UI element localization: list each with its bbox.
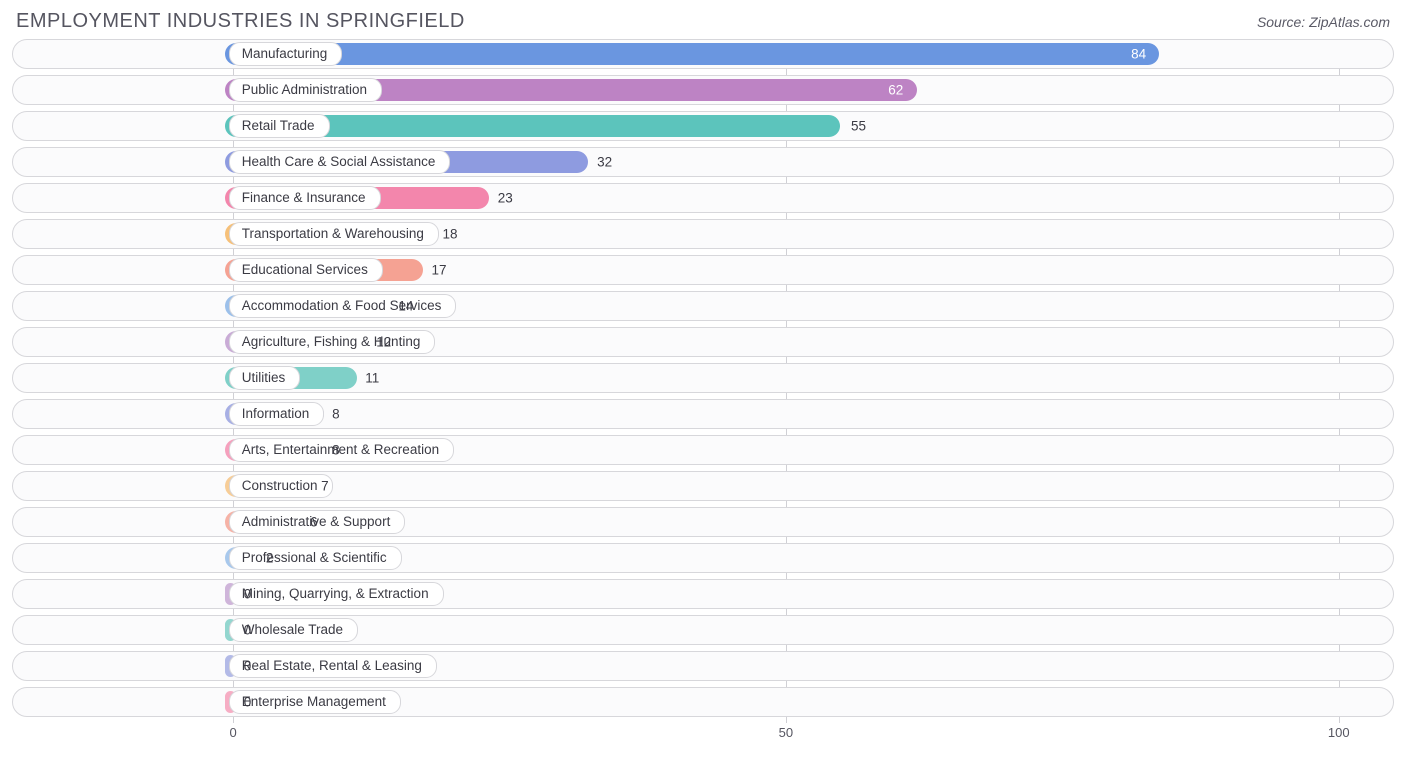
chart-header: EMPLOYMENT INDUSTRIES IN SPRINGFIELD Sou… [12,10,1394,33]
bar-row: Accommodation & Food Services14 [12,291,1394,321]
bar-row: Wholesale Trade0 [12,615,1394,645]
category-pill: Construction [229,474,333,498]
bar-track [16,619,1390,641]
value-label: 17 [431,263,446,278]
bar-track [16,547,1390,569]
value-label: 32 [597,155,612,170]
x-axis-tick: 50 [779,725,793,740]
category-pill: Professional & Scientific [229,546,402,570]
chart-title: EMPLOYMENT INDUSTRIES IN SPRINGFIELD [16,10,465,33]
bar-track [16,223,1390,245]
value-label: 12 [376,335,391,350]
bar-row: Information 8 [12,399,1394,429]
bar-track [16,79,1390,101]
x-axis: 0 50 100 [12,723,1394,747]
x-axis-tick: 100 [1328,725,1350,740]
value-label: 11 [365,371,379,386]
bar-row: Professional & Scientific2 [12,543,1394,573]
value-label: 55 [851,119,866,134]
category-pill: Accommodation & Food Services [229,294,457,318]
bar-track [16,655,1390,677]
bar-track [16,439,1390,461]
value-label: 0 [244,695,252,710]
value-label: 18 [443,227,458,242]
bar-row: Enterprise Management0 [12,687,1394,717]
bar-track [16,43,1390,65]
category-pill: Health Care & Social Assistance [229,150,451,174]
value-label: 23 [498,191,513,206]
category-pill: Arts, Entertainment & Recreation [229,438,454,462]
bar-row: Finance & Insurance 23 [12,183,1394,213]
value-label: 0 [244,587,252,602]
bar-track [16,115,1390,137]
category-pill: Retail Trade [229,114,330,138]
value-label: 14 [398,299,413,314]
bar-track [16,367,1390,389]
bar-track [16,295,1390,317]
bar-row: Administrative & Support6 [12,507,1394,537]
value-label: 0 [244,659,252,674]
bar-track [16,151,1390,173]
chart-rows: Manufacturing84Public Administration62Re… [12,39,1394,717]
bar-track [16,259,1390,281]
bar-row: Construction7 [12,471,1394,501]
bar-row: Educational Services 17 [12,255,1394,285]
bar-row: Health Care & Social Assistance 32 [12,147,1394,177]
bar-row: Utilities 11 [12,363,1394,393]
x-axis-tick: 0 [229,725,236,740]
bar-row: Real Estate, Rental & Leasing0 [12,651,1394,681]
chart-source: Source: ZipAtlas.com [1257,14,1390,30]
category-pill: Utilities [229,366,301,390]
value-label: 8 [332,443,340,458]
value-label: 7 [321,479,329,494]
bar-row: Retail Trade 55 [12,111,1394,141]
chart-body: Manufacturing84Public Administration62Re… [12,39,1394,747]
value-label: 0 [244,623,252,638]
category-pill: Real Estate, Rental & Leasing [229,654,437,678]
category-pill: Educational Services [229,258,383,282]
bar-row: Mining, Quarrying, & Extraction0 [12,579,1394,609]
category-pill: Transportation & Warehousing [229,222,439,246]
bar-track [16,511,1390,533]
bar-row: Manufacturing 84 [12,39,1394,69]
category-pill: Public Administration [229,78,382,102]
category-pill: Mining, Quarrying, & Extraction [229,582,444,606]
value-label: 84 [1131,47,1146,62]
bar-track [16,403,1390,425]
bar-track [16,331,1390,353]
bar-track [16,691,1390,713]
category-pill: Information [229,402,325,426]
category-pill: Agriculture, Fishing & Hunting [229,330,436,354]
bar-fill [225,43,1159,65]
value-label: 2 [266,551,274,566]
value-label: 8 [332,407,340,422]
category-pill: Finance & Insurance [229,186,381,210]
bar-row: Agriculture, Fishing & Hunting12 [12,327,1394,357]
bar-track [16,475,1390,497]
category-pill: Enterprise Management [229,690,401,714]
bar-row: Arts, Entertainment & Recreation8 [12,435,1394,465]
bar-row: Transportation & Warehousing 18 [12,219,1394,249]
bar-track [16,583,1390,605]
bar-track [16,187,1390,209]
bar-row: Public Administration 62 [12,75,1394,105]
value-label: 62 [888,83,903,98]
value-label: 6 [310,515,318,530]
category-pill: Manufacturing [229,42,343,66]
